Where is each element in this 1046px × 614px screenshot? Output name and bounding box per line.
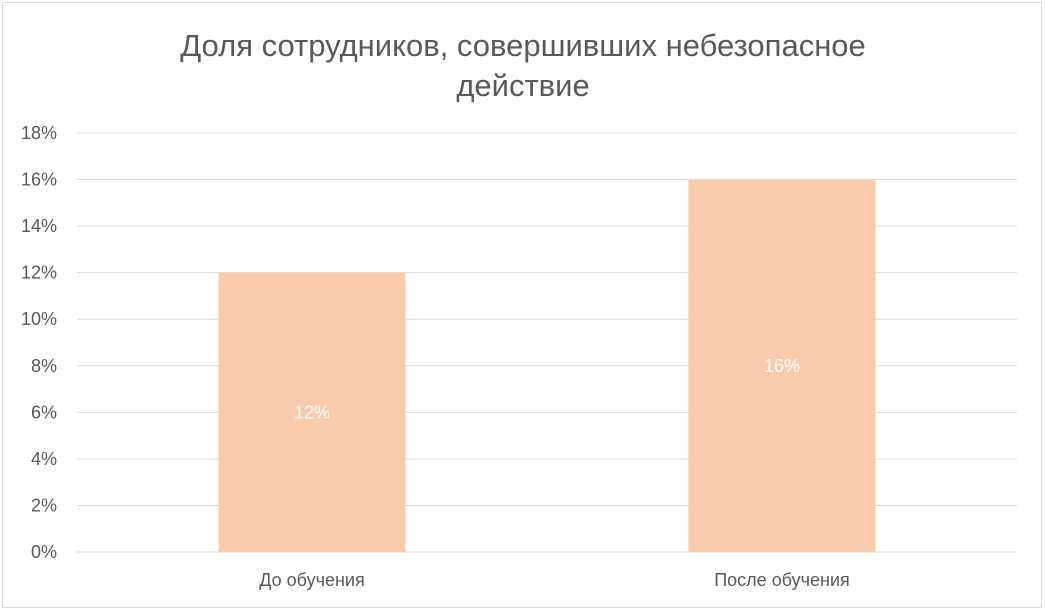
y-tick-label: 4% [31,449,57,469]
y-tick-label: 6% [31,402,57,422]
gridlines [77,132,1017,553]
x-tick-label: До обучения [259,570,364,590]
data-labels: 12% 16% [294,356,800,423]
y-tick-label: 2% [31,495,57,515]
bars [218,179,876,553]
y-tick-label: 16% [21,170,57,190]
y-tick-label: 12% [21,263,57,283]
bar [688,179,876,553]
y-tick-label: 8% [31,356,57,376]
y-tick-label: 0% [31,542,57,562]
data-label: 16% [764,356,800,376]
x-axis-tick-labels: До обучения После обучения [259,570,850,590]
chart-title: Доля сотрудников, совершивших небезопасн… [180,28,866,103]
data-label: 12% [294,402,330,422]
y-tick-label: 14% [21,216,57,236]
bar [218,272,406,552]
x-tick-label: После обучения [714,570,850,590]
y-tick-label: 18% [21,123,57,143]
y-axis-tick-labels: 0% 2% 4% 6% 8% 10% 12% 14% 16% 18% [21,123,57,562]
y-tick-label: 10% [21,309,57,329]
